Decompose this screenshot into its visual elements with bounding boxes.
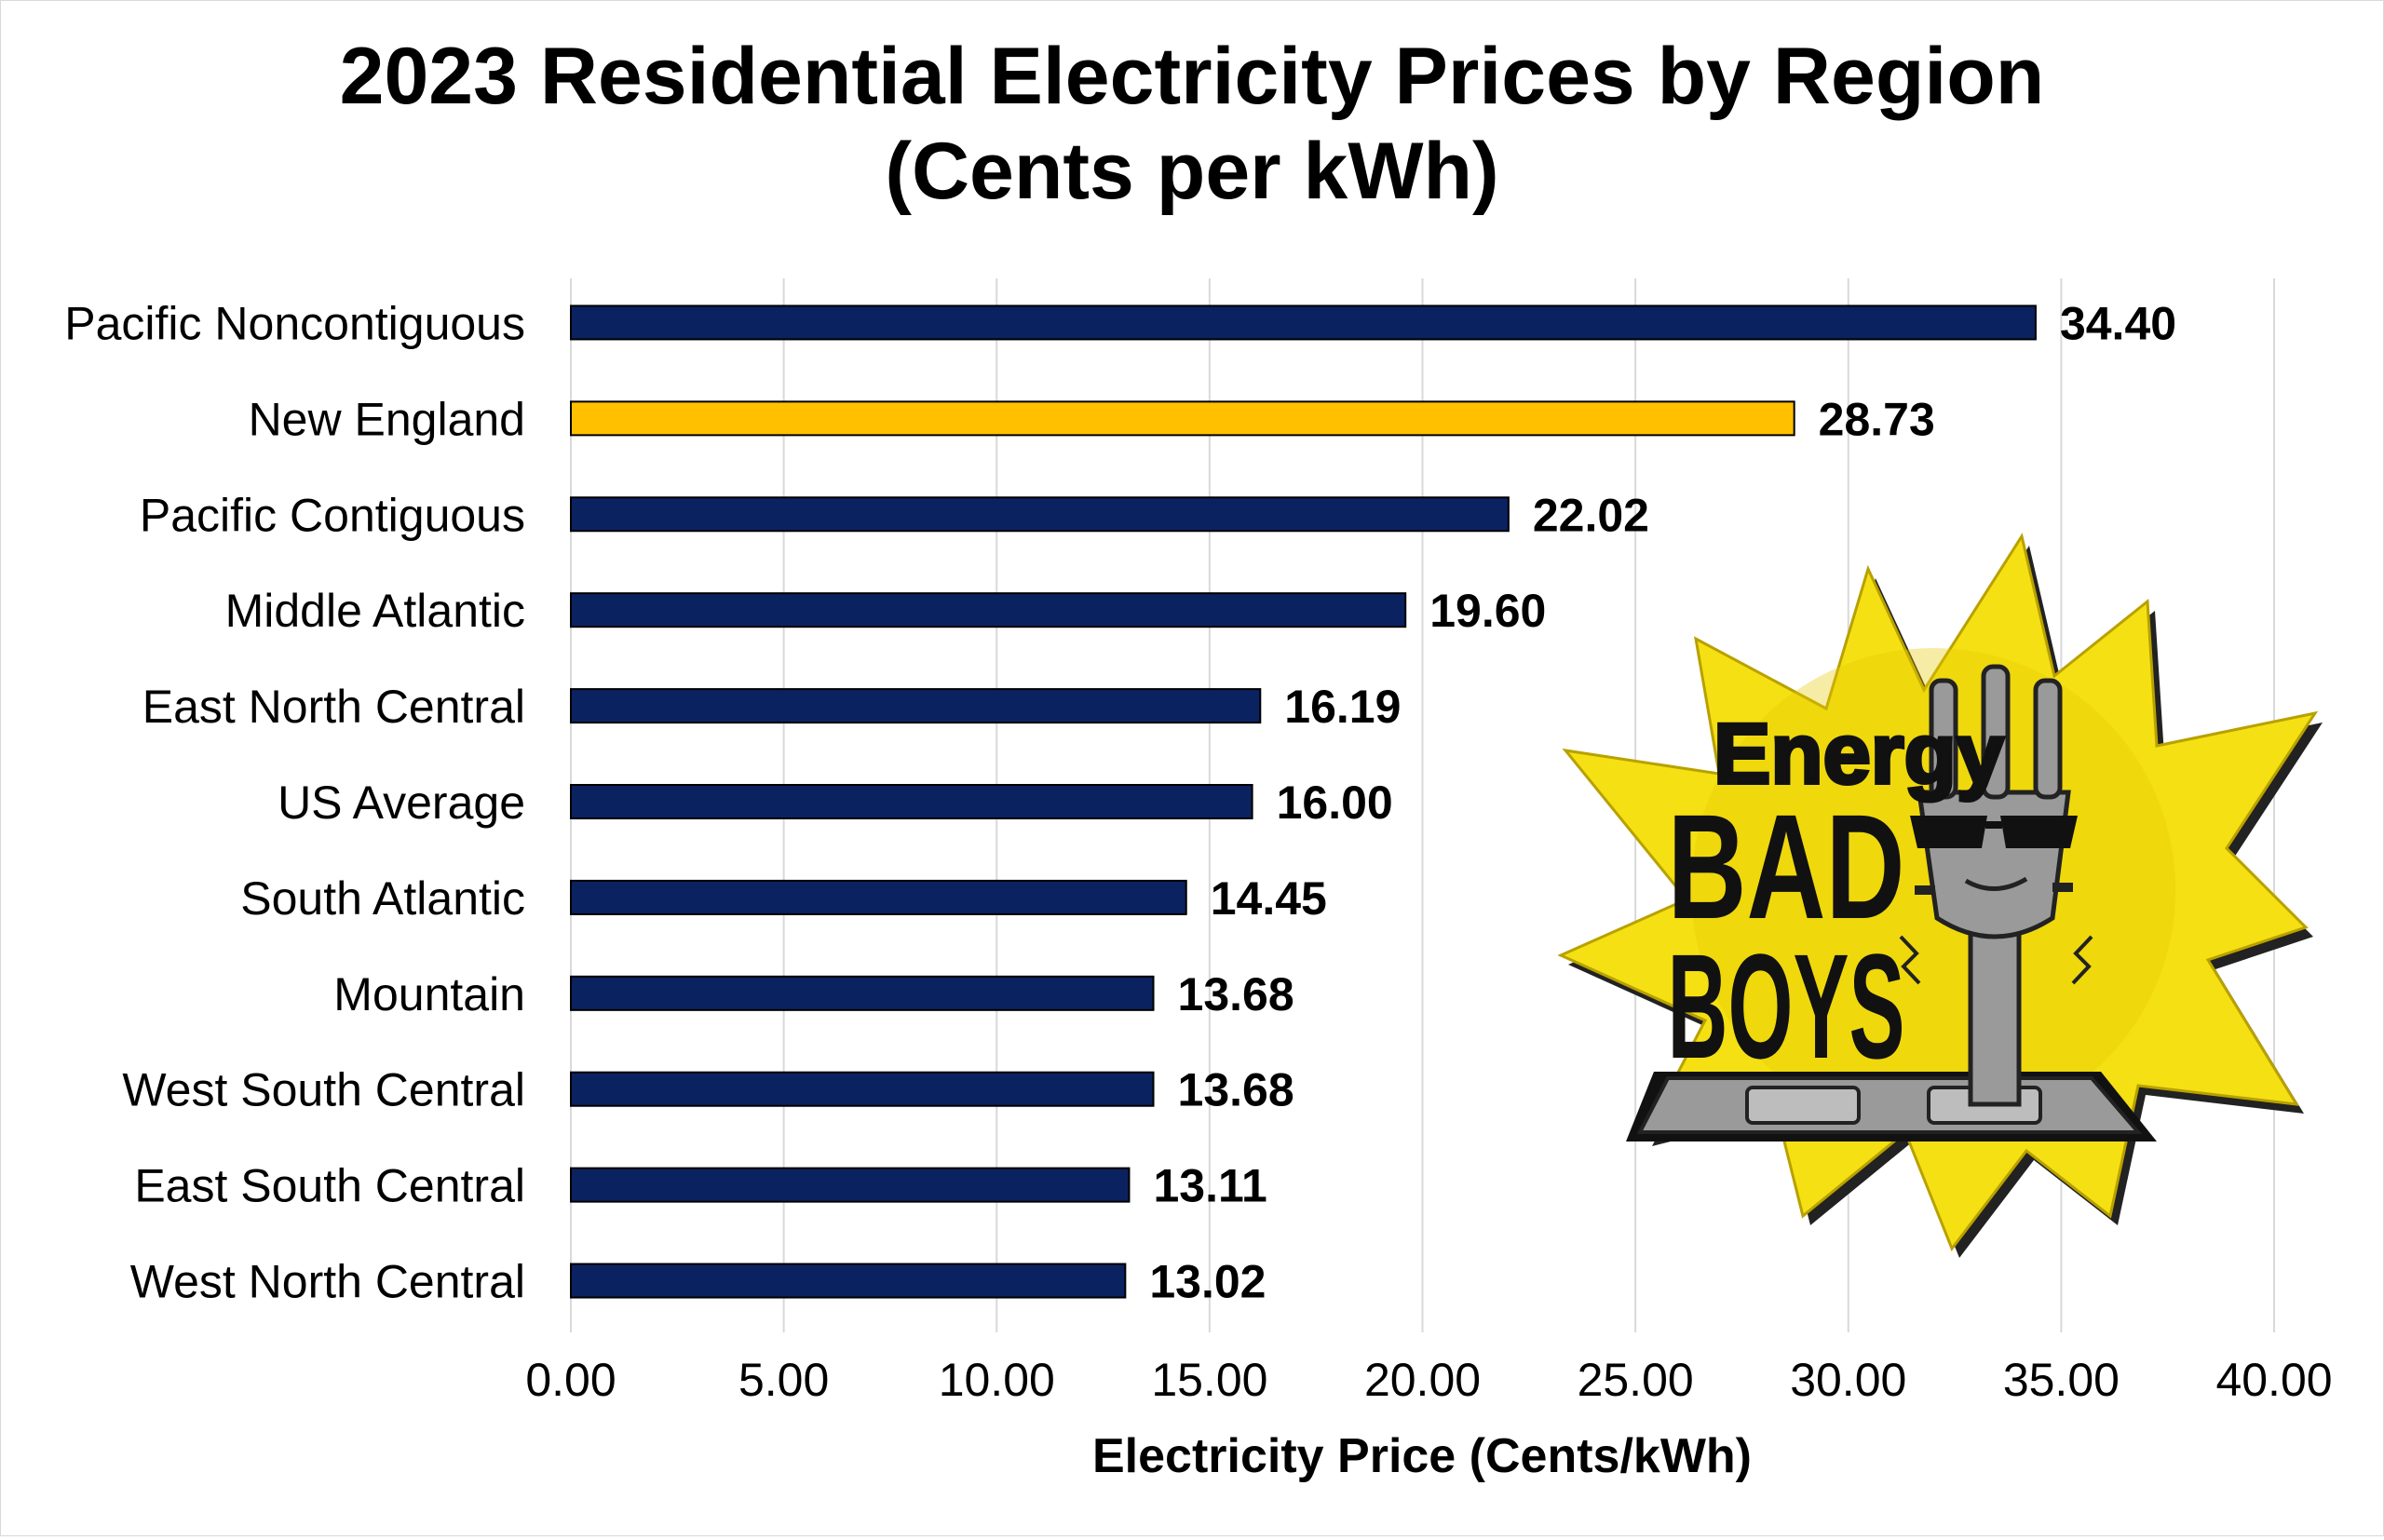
x-tick-label: 30.00 — [1790, 1354, 1906, 1406]
category-label: East North Central — [142, 681, 525, 733]
logo-text-boys: BOYS — [1668, 923, 1905, 1089]
category-label: West South Central — [122, 1064, 525, 1116]
data-label: 28.73 — [1819, 393, 1935, 445]
bar — [570, 496, 1510, 533]
x-tick-label: 10.00 — [939, 1354, 1055, 1406]
bar — [570, 304, 2037, 341]
chart-title: 2023 Residential Electricity Prices by R… — [340, 32, 2045, 121]
category-label: West North Central — [130, 1256, 525, 1308]
x-tick-label: 40.00 — [2215, 1354, 2332, 1406]
x-tick-label: 0.00 — [525, 1354, 616, 1406]
logo-text-energy: Energy — [1714, 707, 2004, 802]
bar — [570, 1071, 1155, 1107]
data-label: 16.19 — [1284, 681, 1401, 733]
category-label: Pacific Contiguous — [140, 489, 525, 541]
category-label: Middle Atlantic — [225, 585, 525, 637]
value-labels: 34.40 28.73 22.02 19.60 16.19 16.00 14.45 13.68… — [1149, 297, 2176, 1307]
bar — [570, 592, 1407, 628]
bars — [570, 304, 2037, 1299]
bar — [570, 1167, 1131, 1203]
logo-text-bad: BAD — [1668, 783, 1905, 950]
data-label: 13.68 — [1178, 968, 1294, 1020]
x-tick-labels: 0.00 5.00 10.00 15.00 20.00 25.00 30.00 35.00 40… — [525, 1354, 2332, 1406]
x-axis-title: Electricity Price (Cents/kWh) — [1092, 1429, 1752, 1483]
data-label: 16.00 — [1277, 777, 1393, 829]
category-label: Mountain — [333, 968, 525, 1020]
bar — [570, 400, 1795, 437]
data-label: 13.02 — [1149, 1256, 1266, 1308]
x-tick-label: 25.00 — [1578, 1354, 1694, 1406]
plug-character-icon — [1899, 664, 2093, 1107]
bar — [570, 879, 1187, 915]
x-tick-label: 35.00 — [2003, 1354, 2120, 1406]
bar — [570, 784, 1253, 819]
x-tick-label: 20.00 — [1364, 1354, 1481, 1406]
bar — [570, 1263, 1127, 1299]
bar — [570, 688, 1262, 724]
bar — [570, 975, 1155, 1011]
data-label: 14.45 — [1211, 872, 1327, 925]
data-label: 19.60 — [1429, 585, 1546, 637]
category-label: Pacific Noncontiguous — [64, 297, 525, 349]
category-label: New England — [249, 393, 525, 445]
data-label: 22.02 — [1533, 489, 1649, 541]
chart-subtitle: (Cents per kWh) — [885, 127, 1498, 216]
x-tick-label: 5.00 — [738, 1354, 829, 1406]
category-label: South Atlantic — [240, 872, 525, 925]
x-tick-label: 15.00 — [1151, 1354, 1267, 1406]
data-label: 34.40 — [2060, 297, 2176, 349]
category-label: US Average — [278, 777, 525, 829]
category-labels: Pacific Noncontiguous New England Pacific … — [64, 297, 525, 1307]
category-label: East South Central — [134, 1160, 525, 1212]
data-label: 13.68 — [1178, 1064, 1294, 1116]
energy-bad-boys-logo: Energy BAD BOYS — [1557, 533, 2323, 1258]
data-label: 13.11 — [1153, 1160, 1266, 1212]
